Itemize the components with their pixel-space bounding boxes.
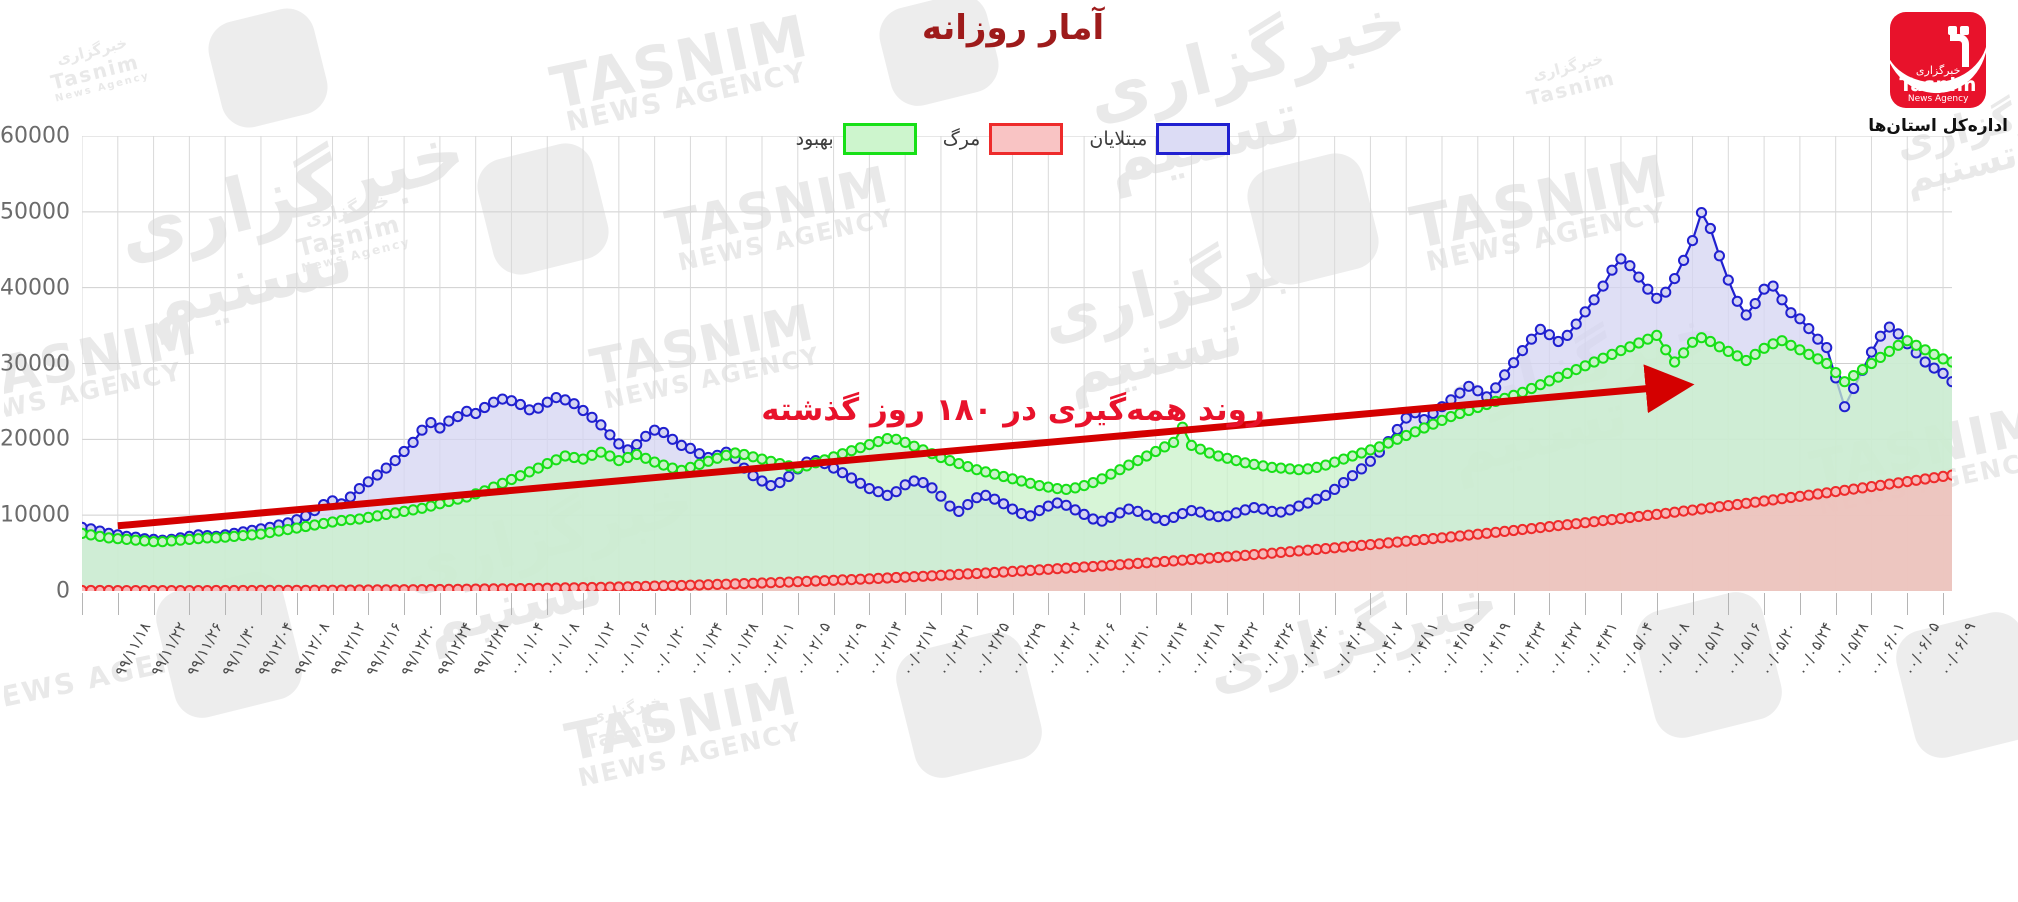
legend-swatch bbox=[1152, 123, 1226, 155]
watermark-brand-small-sub: News Agency bbox=[50, 70, 147, 104]
x-axis-tick bbox=[722, 593, 723, 615]
x-axis-tick bbox=[1152, 593, 1153, 615]
x-axis-tick bbox=[830, 593, 831, 615]
legend-label: مبتلایان bbox=[1085, 128, 1143, 150]
legend-item[interactable]: بهبود bbox=[792, 123, 913, 155]
logo-hook-shape bbox=[1946, 34, 1965, 67]
x-axis-tick bbox=[1510, 593, 1511, 615]
watermark-brand-small: Tasnim bbox=[44, 49, 138, 94]
y-axis-labels: 0 10000 20000 30000 40000 50000 60000 bbox=[0, 136, 74, 591]
x-axis-tick bbox=[1832, 593, 1833, 615]
legend-item[interactable]: مبتلایان bbox=[1085, 123, 1226, 155]
logo-caption: اداره‌کل استان‌ها bbox=[1864, 116, 2004, 136]
y-axis-tick-label: 30000 bbox=[0, 351, 66, 376]
y-axis-tick-label: 10000 bbox=[0, 503, 66, 528]
x-axis-tick bbox=[865, 593, 866, 615]
x-axis-tick bbox=[1939, 593, 1940, 615]
x-axis-tick bbox=[329, 593, 330, 615]
x-axis-tick bbox=[78, 593, 79, 615]
logo-en-text: Tasnim bbox=[1886, 74, 1982, 96]
x-axis-tick bbox=[1867, 593, 1868, 615]
x-axis-tick bbox=[1402, 593, 1403, 615]
x-axis-tick bbox=[615, 593, 616, 615]
x-axis-tick bbox=[364, 593, 365, 615]
x-axis-tick bbox=[1116, 593, 1117, 615]
x-axis-tick bbox=[1653, 593, 1654, 615]
x-axis-tick bbox=[758, 593, 759, 615]
x-axis-tick bbox=[937, 593, 938, 615]
chart-plot-area bbox=[78, 136, 1948, 591]
page-title: آمار روزانه bbox=[0, 8, 2018, 48]
x-axis-tick bbox=[1760, 593, 1761, 615]
x-axis-tick bbox=[543, 593, 544, 615]
y-axis-tick-label: 40000 bbox=[0, 275, 66, 300]
x-axis-tick bbox=[651, 593, 652, 615]
x-axis-tick bbox=[400, 593, 401, 615]
legend-swatch bbox=[985, 123, 1059, 155]
chart-legend: مبتلایان مرگ بهبود bbox=[0, 123, 2018, 155]
x-axis-tick bbox=[257, 593, 258, 615]
brand-logo: خبرگزاری Tasnim News Agency اداره‌کل است… bbox=[1864, 12, 2004, 136]
logo-en-subtext: News Agency bbox=[1886, 94, 1982, 104]
chart-annotation: روند همه‌گیری در ۱۸۰ روز گذشته bbox=[0, 392, 2018, 428]
x-axis-tick bbox=[114, 593, 115, 615]
x-axis-tick bbox=[150, 593, 151, 615]
x-axis-tick bbox=[1545, 593, 1546, 615]
x-axis-tick bbox=[901, 593, 902, 615]
x-axis-tick bbox=[1366, 593, 1367, 615]
watermark-brand-small: خبرگزاری bbox=[1527, 50, 1601, 85]
x-axis-tick bbox=[507, 593, 508, 615]
x-axis-tick bbox=[794, 593, 795, 615]
legend-swatch bbox=[839, 123, 913, 155]
x-axis-tick bbox=[1295, 593, 1296, 615]
x-axis-tick bbox=[1903, 593, 1904, 615]
x-axis-tick bbox=[472, 593, 473, 615]
y-axis-tick-label: 50000 bbox=[0, 199, 66, 224]
x-axis-tick bbox=[1044, 593, 1045, 615]
x-axis-tick bbox=[1474, 593, 1475, 615]
x-axis-tick bbox=[1080, 593, 1081, 615]
watermark-brand-small: Tasnim bbox=[1520, 65, 1614, 110]
x-axis-labels: ۹۹/۱۱/۱۸ ۹۹/۱۱/۲۲ ۹۹/۱۱/۲۶ ۹۹/۱۱/۳۰ ۹۹/۱۲/۰۴… bbox=[78, 593, 1948, 893]
x-axis-tick bbox=[686, 593, 687, 615]
legend-label: بهبود bbox=[792, 128, 830, 150]
x-axis-tick bbox=[221, 593, 222, 615]
x-axis-tick bbox=[973, 593, 974, 615]
x-axis-tick bbox=[1796, 593, 1797, 615]
x-axis-tick bbox=[1617, 593, 1618, 615]
x-axis-tick bbox=[436, 593, 437, 615]
x-axis-tick bbox=[293, 593, 294, 615]
x-axis-tick bbox=[1581, 593, 1582, 615]
legend-label: مرگ bbox=[939, 128, 977, 150]
chart-canvas bbox=[78, 136, 1948, 591]
x-axis-tick bbox=[1009, 593, 1010, 615]
x-axis-tick bbox=[185, 593, 186, 615]
tasnim-logo-icon: خبرگزاری Tasnim News Agency bbox=[1886, 12, 1982, 108]
x-axis-tick bbox=[1187, 593, 1188, 615]
x-axis-tick bbox=[1259, 593, 1260, 615]
x-axis-tick bbox=[1331, 593, 1332, 615]
x-axis-tick bbox=[1438, 593, 1439, 615]
x-axis-tick bbox=[579, 593, 580, 615]
y-axis-tick-label: 0 bbox=[52, 579, 66, 604]
legend-item[interactable]: مرگ bbox=[939, 123, 1060, 155]
y-axis-tick-label: 20000 bbox=[0, 427, 66, 452]
x-axis-tick bbox=[1724, 593, 1725, 615]
x-axis-tick bbox=[1689, 593, 1690, 615]
x-axis-tick bbox=[1223, 593, 1224, 615]
